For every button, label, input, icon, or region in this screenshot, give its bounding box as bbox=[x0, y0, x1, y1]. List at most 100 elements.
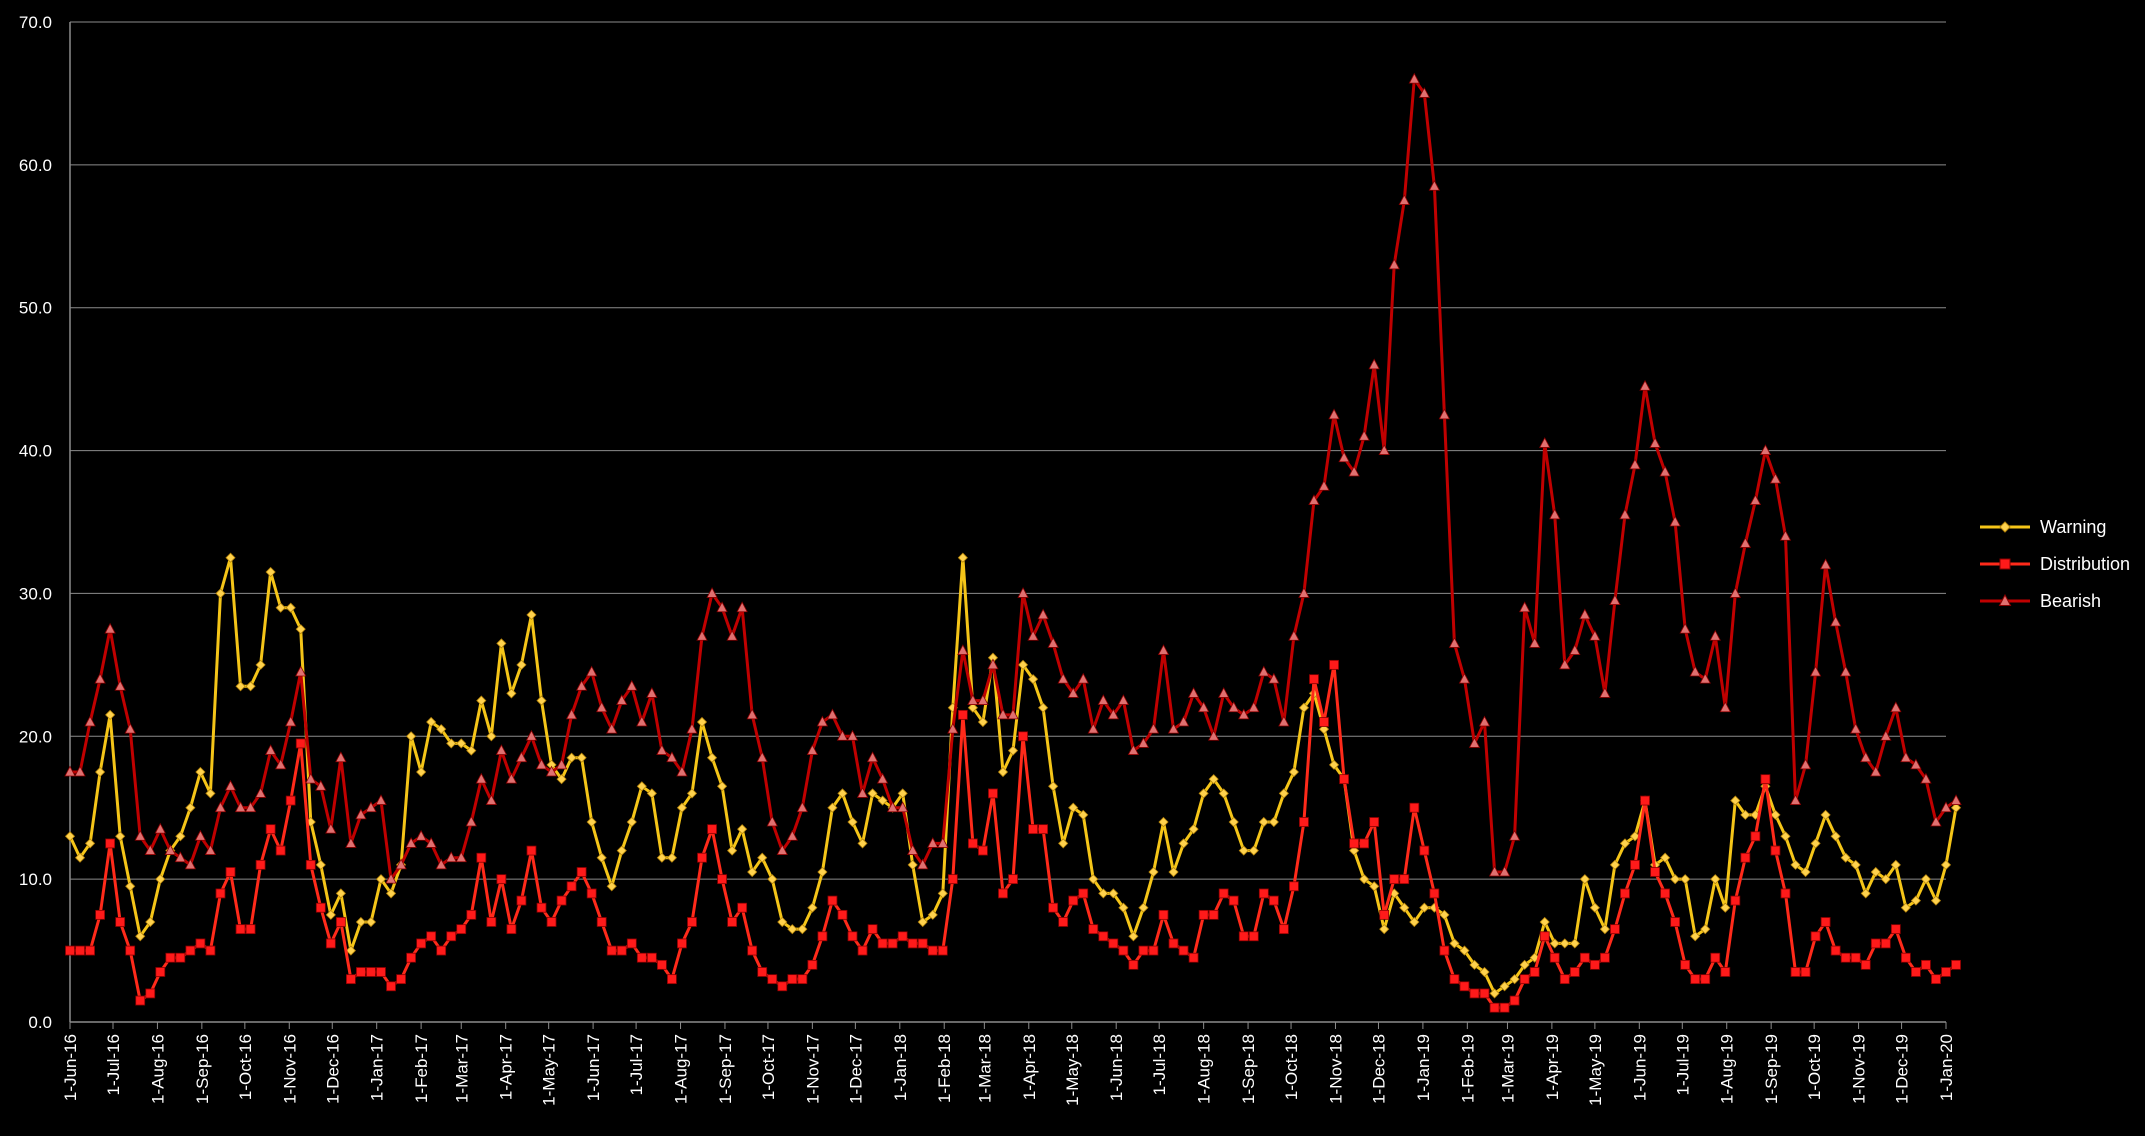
data-point bbox=[1680, 959, 1691, 970]
data-point bbox=[1058, 838, 1069, 849]
data-point bbox=[807, 902, 818, 913]
data-point bbox=[1018, 731, 1028, 742]
data-point bbox=[105, 838, 116, 849]
data-point bbox=[736, 601, 748, 613]
data-point bbox=[1388, 258, 1400, 270]
data-point bbox=[1750, 831, 1761, 842]
data-point bbox=[967, 702, 978, 713]
x-tick-label: 1-Jul-17 bbox=[627, 1034, 646, 1095]
data-point bbox=[386, 981, 396, 992]
data-point bbox=[836, 729, 849, 741]
data-point bbox=[415, 829, 427, 841]
data-point bbox=[1449, 974, 1460, 985]
data-point bbox=[616, 845, 627, 856]
data-point bbox=[1167, 722, 1180, 734]
data-point bbox=[425, 837, 437, 848]
x-tick-label: 1-May-18 bbox=[1063, 1034, 1082, 1106]
data-point bbox=[135, 995, 146, 1006]
data-point bbox=[1610, 924, 1620, 935]
y-tick-label: 60.0 bbox=[19, 156, 52, 175]
data-point bbox=[185, 945, 196, 956]
data-point bbox=[606, 881, 617, 892]
data-point bbox=[1689, 665, 1701, 677]
data-point bbox=[717, 781, 728, 792]
data-point bbox=[1519, 974, 1530, 985]
data-point bbox=[1107, 708, 1119, 720]
data-point bbox=[837, 788, 848, 799]
data-point bbox=[1819, 558, 1832, 570]
data-point bbox=[1770, 809, 1781, 820]
data-point bbox=[987, 658, 999, 670]
x-tick-label: 1-Aug-16 bbox=[148, 1034, 167, 1104]
data-point bbox=[586, 816, 597, 828]
data-point bbox=[1207, 729, 1220, 741]
data-point bbox=[1850, 952, 1861, 963]
x-tick-label: 1-Aug-19 bbox=[1718, 1034, 1737, 1104]
data-point bbox=[65, 945, 75, 956]
data-point bbox=[1148, 866, 1159, 878]
data-point bbox=[907, 938, 918, 949]
data-point bbox=[626, 938, 637, 949]
data-point bbox=[1599, 924, 1610, 935]
data-point bbox=[506, 924, 517, 935]
data-point bbox=[476, 852, 487, 863]
x-tick-label: 1-Jul-16 bbox=[104, 1034, 123, 1095]
x-tick-label: 1-Dec-17 bbox=[846, 1034, 865, 1104]
data-point bbox=[856, 787, 869, 798]
data-point bbox=[1008, 874, 1018, 885]
data-point bbox=[164, 844, 176, 855]
data-point bbox=[857, 838, 868, 849]
data-point bbox=[426, 931, 437, 942]
x-tick-label: 1-Nov-19 bbox=[1850, 1034, 1869, 1104]
data-point bbox=[526, 845, 537, 856]
data-point bbox=[1278, 715, 1290, 727]
data-point bbox=[1228, 895, 1239, 906]
x-tick-label: 1-Mar-19 bbox=[1498, 1034, 1517, 1103]
legend-item-distribution: Distribution bbox=[1980, 554, 2130, 574]
data-point bbox=[1709, 629, 1721, 641]
data-point bbox=[536, 695, 547, 706]
data-point bbox=[626, 816, 637, 828]
data-point bbox=[1509, 995, 1520, 1006]
data-point bbox=[335, 917, 346, 927]
data-point bbox=[536, 902, 547, 913]
data-point bbox=[1670, 917, 1681, 927]
data-point bbox=[1419, 902, 1430, 913]
data-point bbox=[1549, 508, 1561, 520]
x-tick-label: 1-Sep-16 bbox=[193, 1034, 212, 1104]
data-point bbox=[545, 765, 558, 777]
data-point bbox=[1890, 859, 1901, 870]
data-point bbox=[104, 622, 116, 634]
data-point bbox=[205, 945, 216, 956]
legend-label: Warning bbox=[2040, 517, 2106, 537]
data-point bbox=[1840, 952, 1851, 963]
x-tick-label: 1-Dec-19 bbox=[1893, 1034, 1912, 1104]
data-point bbox=[1258, 888, 1269, 899]
data-point bbox=[1900, 952, 1911, 963]
data-point bbox=[1058, 917, 1069, 927]
x-tick-label: 1-Mar-18 bbox=[975, 1034, 994, 1103]
data-point bbox=[897, 931, 908, 942]
data-point bbox=[1499, 1002, 1510, 1013]
data-point bbox=[716, 601, 728, 613]
data-point bbox=[1720, 967, 1731, 977]
data-point bbox=[535, 758, 548, 770]
data-point bbox=[957, 552, 968, 563]
data-point bbox=[565, 708, 578, 720]
data-point bbox=[1288, 766, 1299, 778]
data-point bbox=[1820, 917, 1831, 927]
data-point bbox=[947, 874, 958, 885]
data-point bbox=[1820, 809, 1831, 820]
data-point bbox=[1519, 959, 1530, 970]
data-point bbox=[205, 788, 216, 799]
data-point bbox=[1669, 515, 1681, 527]
data-point bbox=[646, 687, 658, 698]
data-point bbox=[1599, 687, 1611, 698]
x-tick-label: 1-Jun-17 bbox=[584, 1034, 603, 1101]
data-point bbox=[1168, 938, 1179, 949]
data-point bbox=[1137, 737, 1150, 748]
data-point bbox=[1047, 637, 1059, 648]
x-tick-label: 1-Oct-16 bbox=[236, 1034, 255, 1100]
data-point bbox=[556, 774, 567, 785]
data-point bbox=[1951, 959, 1961, 970]
